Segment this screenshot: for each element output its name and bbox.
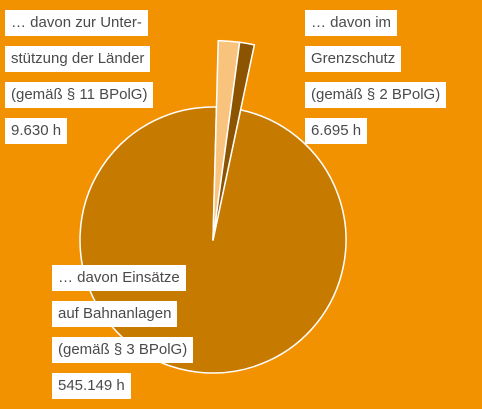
label-line: auf Bahnanlagen (52, 301, 178, 327)
label-line: … davon im (305, 10, 398, 36)
label-line: 6.695 h (305, 118, 368, 144)
label-line: stützung der Länder (5, 46, 151, 72)
label-line: … davon Einsätze (52, 265, 186, 291)
label-group: … davon Einsätze auf Bahnanlagen (gemäß § … (52, 265, 194, 409)
label-line: Grenzschutz (305, 46, 402, 72)
label-line: (gemäß § 3 BPolG) (52, 337, 194, 363)
label-line: (gemäß § 11 BPolG) (5, 82, 154, 108)
pie-slice (212, 41, 256, 241)
label-line: 545.149 h (52, 373, 131, 399)
label-group: … davon zur Unter-stützung der Länder (ge… (5, 10, 154, 154)
label-line: 9.630 h (5, 118, 68, 144)
label-group: … davon im Grenzschutz (gemäß § 2 BPolG) 6.… (305, 10, 447, 154)
label-line: … davon zur Unter- (5, 10, 148, 36)
label-line: (gemäß § 2 BPolG) (305, 82, 447, 108)
